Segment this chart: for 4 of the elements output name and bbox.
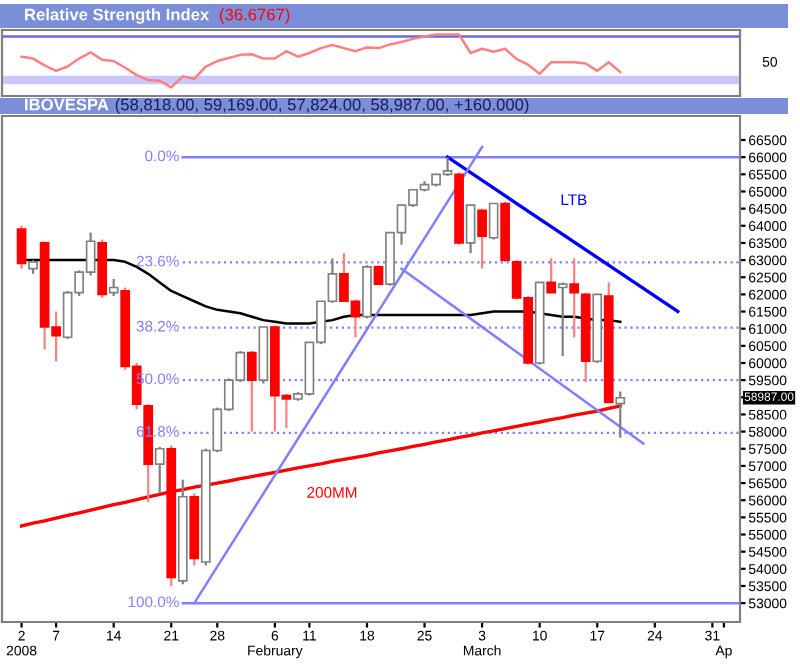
chart-subtitle: (58,818.00, 59,169.00, 57,824.00, 58,987.00, +160.000)	[115, 98, 529, 114]
chart-title: Relative Strength Index	[25, 8, 210, 24]
chart-title: IBOVESPA	[25, 98, 109, 111]
chart-subtitle: (36.6767)	[220, 8, 290, 24]
